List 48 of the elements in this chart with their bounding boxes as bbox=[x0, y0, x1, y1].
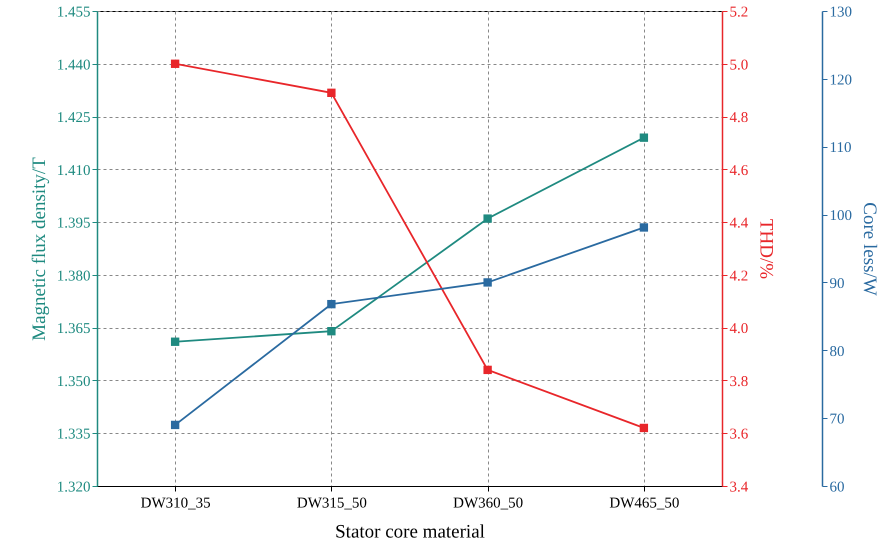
point bbox=[640, 223, 648, 232]
y3-tick-label: 120 bbox=[830, 72, 852, 88]
point bbox=[170, 420, 180, 430]
y3-tick-label: 100 bbox=[830, 208, 852, 224]
y-tick-label: 1.365 bbox=[56, 321, 90, 338]
point bbox=[640, 424, 648, 432]
y-tick-label: 1.425 bbox=[56, 110, 90, 126]
y2-tick-label: 4.2 bbox=[730, 268, 748, 284]
point bbox=[483, 278, 492, 287]
y-tick-label: 1.380 bbox=[56, 268, 90, 284]
y3-tick-label: 110 bbox=[830, 140, 852, 156]
point bbox=[327, 88, 336, 97]
y3-tick-label: 70 bbox=[830, 412, 844, 428]
y2-tick-label: 4.0 bbox=[730, 321, 748, 338]
y-tick-label: 1.320 bbox=[56, 480, 90, 496]
y3-tick-label: 60 bbox=[830, 480, 844, 496]
point bbox=[170, 60, 180, 68]
y2-tick-label: 3.4 bbox=[730, 480, 749, 496]
y-axis-title: Magnetic flux density/T bbox=[28, 156, 50, 341]
y3-tick-label: 90 bbox=[830, 276, 844, 292]
y-tick-label: 1.440 bbox=[56, 57, 90, 74]
y2-tick-label: 4.4 bbox=[730, 216, 749, 232]
y3-tick-label: 130 bbox=[830, 4, 852, 20]
x-axis-title: Stator core material bbox=[335, 522, 485, 542]
y2-tick-label: 5.0 bbox=[730, 57, 748, 74]
x-tick-label: DW360_50 bbox=[453, 496, 524, 512]
point bbox=[327, 300, 336, 308]
y2-tick-label: 5.2 bbox=[730, 4, 748, 20]
y3-tick-label: 80 bbox=[830, 344, 844, 360]
y-tick-label: 1.395 bbox=[56, 216, 90, 232]
x-tick-label: DW310_35 bbox=[140, 496, 211, 512]
y-tick-label: 1.335 bbox=[56, 426, 90, 443]
point bbox=[170, 338, 180, 346]
y-tick-label: 1.455 bbox=[56, 4, 90, 20]
y2-tick-label: 3.6 bbox=[730, 426, 749, 443]
y2-tick-label: 4.8 bbox=[730, 110, 748, 126]
point bbox=[327, 327, 336, 336]
x-tick-label: DW465_50 bbox=[609, 496, 680, 512]
y-tick-label: 1.350 bbox=[56, 374, 90, 390]
point bbox=[483, 366, 492, 374]
point bbox=[483, 214, 492, 223]
x-tick-label: DW315_50 bbox=[296, 496, 367, 512]
y2-tick-label: 4.6 bbox=[730, 162, 749, 179]
y2-tick-label: 3.8 bbox=[730, 374, 748, 390]
point bbox=[640, 133, 648, 142]
y3-axis-title: Core less/W bbox=[859, 202, 880, 296]
y-tick-label: 1.410 bbox=[56, 162, 90, 179]
y2-axis-title: THD/% bbox=[755, 218, 776, 280]
